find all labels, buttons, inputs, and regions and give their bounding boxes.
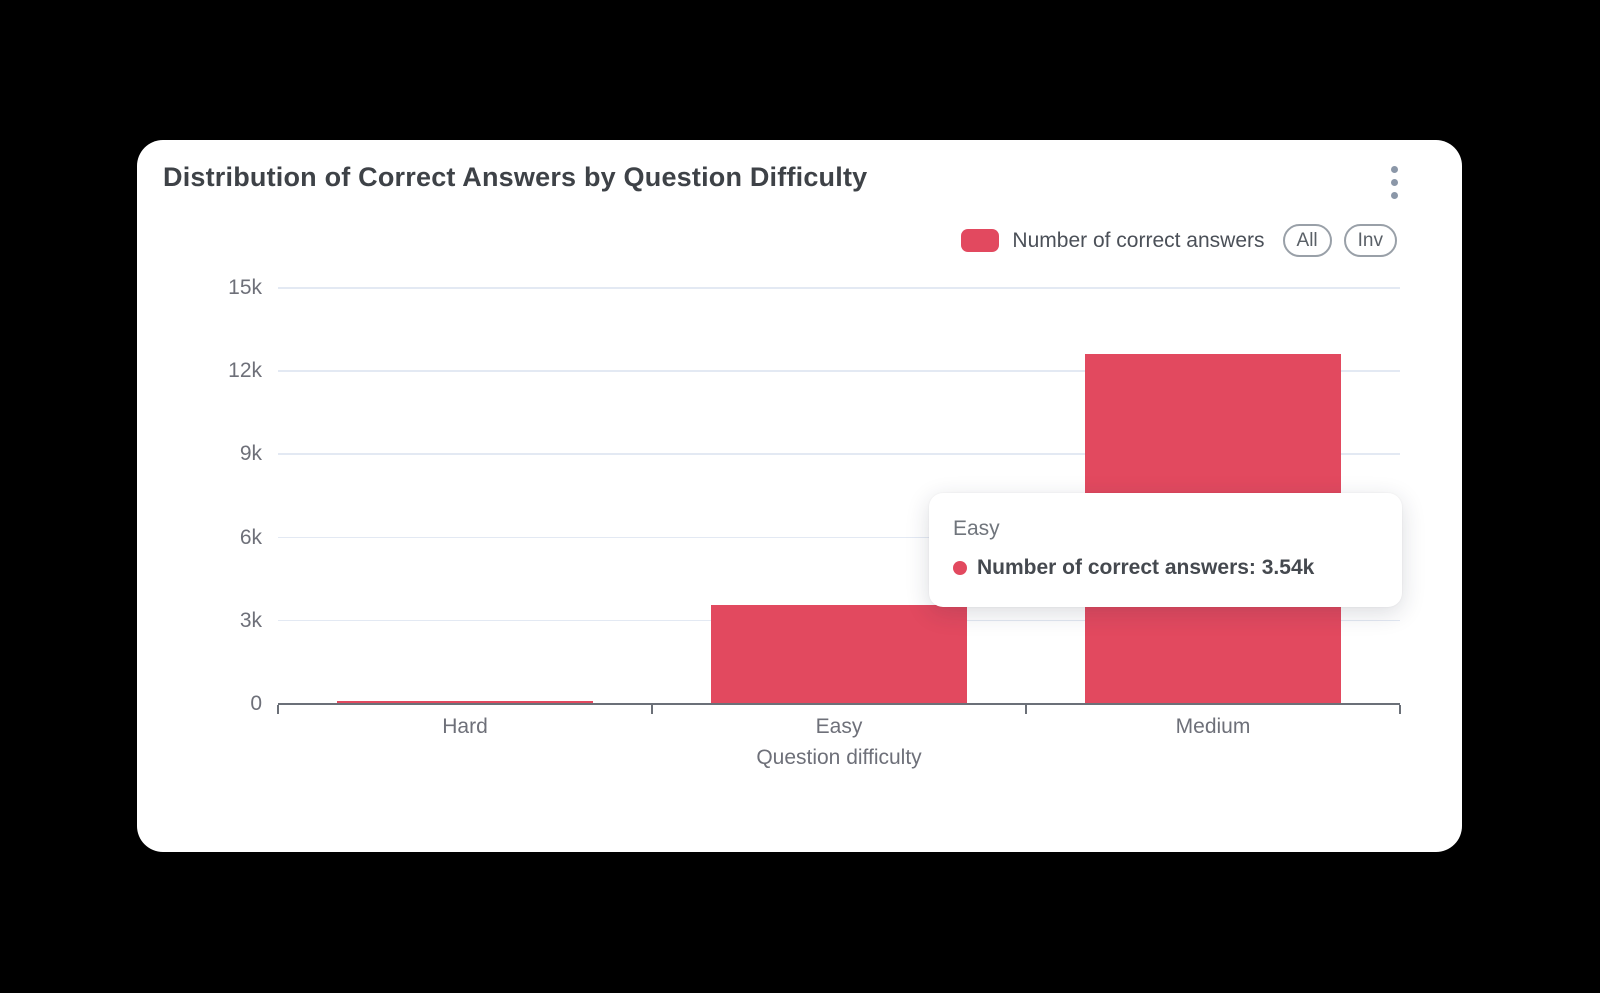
tooltip-series-row: Number of correct answers: 3.54k xyxy=(953,556,1378,580)
kebab-dot-icon xyxy=(1390,165,1398,173)
tooltip: Easy Number of correct answers: 3.54k xyxy=(929,493,1402,607)
legend-row: Number of correct answers All Inv xyxy=(961,224,1397,257)
bar-slot-easy xyxy=(652,287,1026,703)
y-tick-label: 9k xyxy=(239,442,262,466)
gridline xyxy=(278,370,1400,372)
kebab-dot-icon xyxy=(1390,178,1398,186)
gridline xyxy=(278,453,1400,455)
x-tick-label-medium: Medium xyxy=(1175,715,1251,738)
y-tick-label: 6k xyxy=(239,525,262,549)
x-axis-tick xyxy=(1399,705,1401,714)
y-tick-label: 12k xyxy=(228,359,262,383)
chart-title: Distribution of Correct Answers by Quest… xyxy=(163,162,868,192)
x-tick-label-easy: Easy xyxy=(815,715,863,738)
y-axis-labels: 0 3k 6k 9k 12k 15k xyxy=(137,276,262,715)
x-axis-labels: Hard Easy Medium xyxy=(278,715,1400,739)
legend-inverse-button[interactable]: Inv xyxy=(1343,224,1397,257)
legend-swatch-icon xyxy=(961,229,1000,252)
y-tick-label: 3k xyxy=(239,608,262,632)
x-axis-tick xyxy=(277,705,279,714)
legend-select-all-button[interactable]: All xyxy=(1282,224,1332,257)
x-axis-tick xyxy=(651,705,653,714)
x-axis-name: Question difficulty xyxy=(756,746,922,769)
bar-hard[interactable] xyxy=(336,700,594,703)
y-tick-label: 0 xyxy=(250,692,262,715)
legend-item-number-of-correct-answers[interactable]: Number of correct answers xyxy=(961,228,1265,253)
chart-card: Distribution of Correct Answers by Quest… xyxy=(137,140,1462,852)
more-options-button[interactable] xyxy=(1381,160,1407,204)
bar-easy[interactable] xyxy=(710,604,968,703)
x-axis-tick xyxy=(1025,705,1027,714)
x-tick-label-hard: Hard xyxy=(442,715,488,738)
tooltip-series-dot-icon xyxy=(953,561,967,575)
x-axis-line xyxy=(278,703,1400,705)
gridline xyxy=(278,536,1400,539)
y-tick-label: 15k xyxy=(228,276,262,299)
gridline xyxy=(278,287,1400,289)
kebab-dot-icon xyxy=(1390,191,1398,199)
tooltip-category: Easy xyxy=(953,517,1000,540)
legend-label: Number of correct answers xyxy=(1012,228,1265,252)
bar-slot-hard xyxy=(278,287,652,703)
tooltip-series-text: Number of correct answers: 3.54k xyxy=(977,556,1315,579)
